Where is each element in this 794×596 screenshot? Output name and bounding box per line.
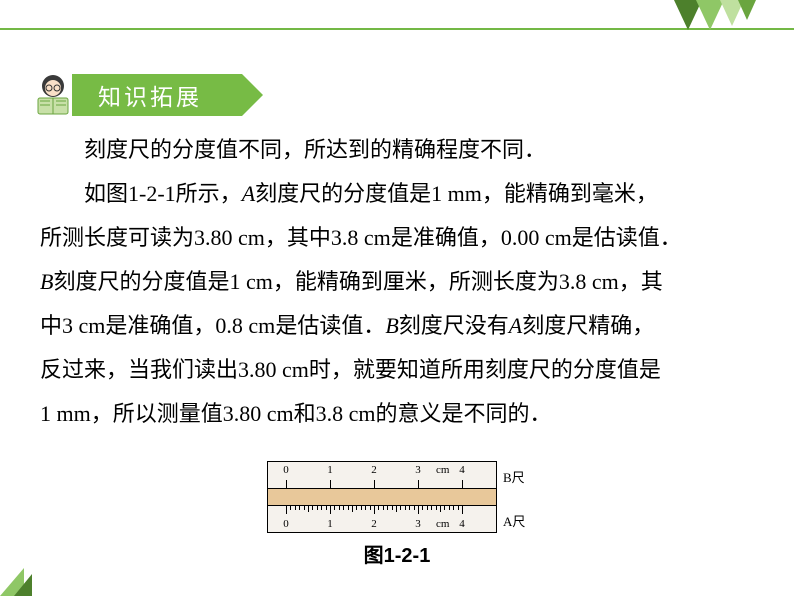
reading-child-icon: [28, 70, 78, 120]
para-2: 如图1-2-1所示，A刻度尺的分度值是1 mm，能精确到毫米，: [40, 172, 754, 216]
ruler-a-label: A尺: [503, 511, 525, 530]
badge-title: 知识拓展: [72, 74, 242, 116]
section-badge: 知识拓展: [28, 70, 242, 120]
ruler-a: 01234cm: [267, 505, 497, 533]
figure-caption: 图1-2-1: [364, 539, 431, 568]
para-4: B刻度尺的分度值是1 cm，能精确到厘米，所测长度为3.8 cm，其: [40, 260, 754, 304]
para-1: 刻度尺的分度值不同，所达到的精确程度不同．: [40, 128, 754, 172]
para-7: 1 mm，所以测量值3.80 cm和3.8 cm的意义是不同的．: [40, 392, 754, 436]
measured-object: [267, 488, 497, 506]
top-decoration: [0, 0, 794, 32]
figure-1-2-1: 01234cm 01234cm B尺 A尺 图1-2-1: [0, 461, 794, 568]
ruler-b-label: B尺: [503, 467, 525, 486]
bottom-triangles: [0, 566, 50, 596]
body-text: 刻度尺的分度值不同，所达到的精确程度不同． 如图1-2-1所示，A刻度尺的分度值…: [40, 128, 754, 436]
ruler-diagram: 01234cm 01234cm B尺 A尺: [267, 461, 527, 533]
para-6: 反过来，当我们读出3.80 cm时，就要知道所用刻度尺的分度值是: [40, 348, 754, 392]
top-triangles: [674, 0, 764, 32]
para-5: 中3 cm是准确值，0.8 cm是估读值．B刻度尺没有A刻度尺精确，: [40, 304, 754, 348]
para-3: 所测长度可读为3.80 cm，其中3.8 cm是准确值，0.00 cm是估读值．: [40, 216, 754, 260]
ruler-b: 01234cm: [267, 461, 497, 489]
